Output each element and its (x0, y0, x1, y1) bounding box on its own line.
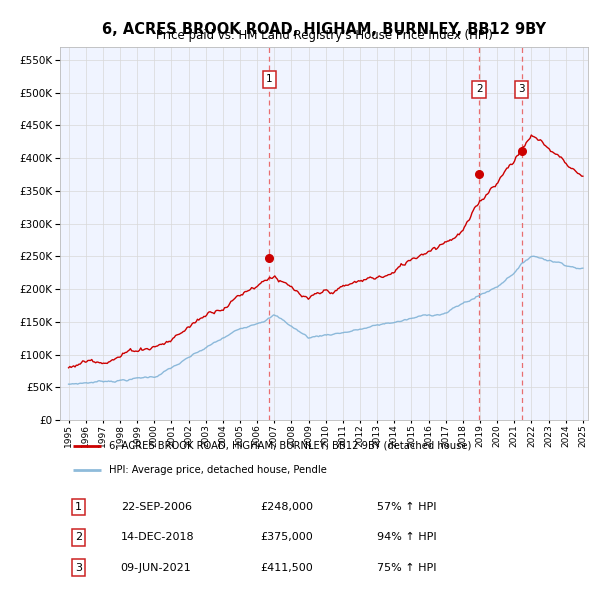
Text: 22-SEP-2006: 22-SEP-2006 (121, 502, 192, 512)
Text: 57% ↑ HPI: 57% ↑ HPI (377, 502, 436, 512)
Text: 1: 1 (75, 502, 82, 512)
Text: 75% ↑ HPI: 75% ↑ HPI (377, 563, 436, 573)
Text: 09-JUN-2021: 09-JUN-2021 (121, 563, 191, 573)
Text: £375,000: £375,000 (260, 532, 313, 542)
Text: £411,500: £411,500 (260, 563, 313, 573)
Text: 14-DEC-2018: 14-DEC-2018 (121, 532, 194, 542)
Text: 3: 3 (518, 84, 525, 94)
Text: 1: 1 (266, 74, 273, 84)
Text: 2: 2 (75, 532, 82, 542)
Text: £248,000: £248,000 (260, 502, 314, 512)
Text: 2: 2 (476, 84, 482, 94)
Text: 94% ↑ HPI: 94% ↑ HPI (377, 532, 436, 542)
Text: 3: 3 (75, 563, 82, 573)
Text: Price paid vs. HM Land Registry's House Price Index (HPI): Price paid vs. HM Land Registry's House … (155, 30, 493, 42)
Text: 6, ACRES BROOK ROAD, HIGHAM, BURNLEY, BB12 9BY: 6, ACRES BROOK ROAD, HIGHAM, BURNLEY, BB… (102, 22, 546, 37)
